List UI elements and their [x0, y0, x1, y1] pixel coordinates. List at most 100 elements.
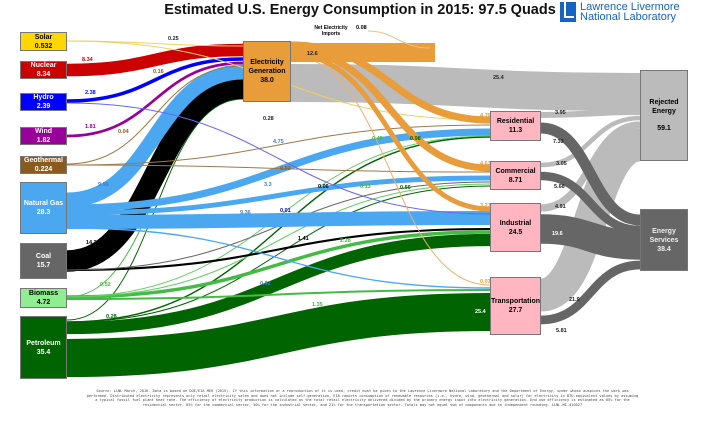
flow-natural-gas-to-commercial [66, 175, 491, 216]
flow-biomass-to-commercial [66, 183, 491, 298]
flow-label: 0.25 [168, 36, 179, 42]
node-name: Wind [34, 128, 53, 135]
flow-label: 0.45 [372, 136, 383, 142]
source-footnote: Source: LLNL March, 2016. Data is based … [86, 389, 639, 407]
node-geothermal: Geothermal 0.224 [20, 156, 67, 174]
node-value: 28.3 [36, 209, 51, 216]
node-natural-gas: Natural Gas 28.3 [20, 182, 67, 234]
node-name: Residential [496, 118, 535, 125]
flow-electricity-delivered [290, 43, 435, 62]
flow-industrial-to-services [540, 214, 641, 260]
node-value: 59.1 [657, 125, 671, 132]
flow-natural-gas-to-industrial [66, 210, 491, 230]
node-name: Hydro [33, 94, 54, 101]
flow-label: 2.38 [85, 90, 96, 96]
flow-label: 0.28 [106, 314, 117, 320]
flow-label: 1.81 [85, 124, 96, 130]
node-electricity-generation: Electricity Generation 38.0 [243, 41, 291, 102]
node-value: 27.7 [508, 307, 523, 314]
net-imports-label: Net Electricity Imports [314, 25, 348, 37]
net-imports-value: 0.08 [356, 25, 367, 31]
flow-label: 8.34 [82, 57, 94, 63]
flow-commercial-to-services [540, 171, 641, 235]
flow-residential-to-services [540, 122, 641, 226]
node-value: 0.224 [34, 166, 53, 173]
flow-wind-to-electricity [66, 61, 244, 138]
flow-label: 0.04 [118, 129, 130, 135]
node-value: 0.532 [34, 42, 53, 50]
node-petroleum: Petroleum 35.4 [20, 316, 67, 379]
flow-label: 8.2 [373, 245, 381, 251]
flow-label: 0.28 [263, 116, 274, 122]
node-name: Energy Services [649, 227, 679, 244]
flow-biomass-to-transportation [66, 288, 491, 301]
flow-label: 7.33 [553, 139, 564, 145]
logo-line2: National Laboratory [580, 11, 677, 23]
node-name: Geothermal [24, 157, 63, 164]
flow-label: 3.3 [264, 182, 272, 188]
flow-biomass-to-industrial [66, 230, 491, 299]
flow-coal-to-industrial [66, 227, 491, 272]
flow-label: 0.56 [400, 185, 411, 191]
flow-label: 3.05 [556, 161, 567, 167]
node-value: 15.7 [36, 262, 51, 269]
node-name: Petroleum [26, 339, 61, 347]
flow-commercial-to-rejected [540, 115, 641, 168]
node-value: 38.0 [260, 77, 274, 84]
flow-coal-to-electricity [66, 77, 244, 272]
node-name: Industrial [499, 219, 532, 227]
flow-petroleum-to-industrial [66, 233, 491, 335]
node-hydro: Hydro 2.39 [20, 93, 67, 111]
node-value: 38.4 [657, 245, 671, 253]
llnl-logo: Lawrence Livermore National Laboratory [560, 1, 680, 23]
flow-label: 0.06 [318, 184, 329, 190]
flow-label: 4.75 [273, 139, 284, 145]
node-solar: Solar 0.532 [20, 32, 67, 51]
flow-label: 4.79 [480, 113, 491, 119]
flow-residential-to-rejected [540, 109, 641, 118]
flow-nuclear-to-electricity [66, 43, 244, 77]
node-name: Rejected Energy [649, 99, 679, 115]
flow-label: 5.81 [556, 328, 567, 334]
node-value: 35.4 [36, 348, 51, 356]
node-value: 4.72 [36, 299, 51, 306]
flow-label: 19.6 [552, 231, 563, 237]
flow-label: 0.92 [260, 281, 271, 287]
flow-label: 2.28 [340, 238, 351, 244]
flow-hydro-to-electricity [66, 57, 244, 103]
node-name: Electricity Generation [248, 59, 286, 75]
node-residential: Residential 11.3 [490, 111, 541, 141]
node-value: 1.82 [36, 137, 51, 144]
node-energy-services: Energy Services 38.4 [640, 209, 688, 271]
flow-petroleum-to-transportation [66, 292, 491, 378]
flow-electricity-to-rejected [289, 63, 641, 112]
node-value: 8.71 [508, 176, 523, 184]
flow-geothermal-to-residential [66, 124, 491, 166]
node-rejected-energy: Rejected Energy 59.1 [640, 70, 688, 161]
logo-line1: Lawrence Livermore [580, 1, 680, 13]
flow-label: 3.95 [555, 110, 566, 116]
flow-petroleum-to-residential [66, 136, 491, 323]
llnl-logo-mark-icon [560, 2, 576, 22]
node-name: Solar [34, 33, 53, 41]
flow-label: 25.4 [475, 309, 487, 315]
flow-label: 0.02 [280, 166, 291, 172]
flow-label: 0.16 [153, 69, 164, 75]
node-wind: Wind 1.82 [20, 127, 67, 145]
flow-label: 25.4 [493, 75, 505, 81]
node-name: Transportation [491, 298, 541, 305]
node-commercial: Commercial 8.71 [490, 161, 541, 190]
node-name: Nuclear [30, 62, 57, 69]
node-name: Commercial [495, 167, 536, 175]
flow-label: 1.41 [298, 236, 309, 242]
flow-label: 0.01 [280, 208, 291, 214]
node-coal: Coal 15.7 [20, 243, 67, 279]
node-nuclear: Nuclear 8.34 [20, 61, 67, 79]
node-value: 8.34 [36, 71, 51, 78]
flow-geothermal-to-electricity [66, 65, 244, 165]
node-value: 11.3 [508, 127, 523, 134]
flow-geothermal-to-commercial [66, 164, 491, 173]
flow-transportation-to-rejected [537, 128, 644, 312]
flow-label: 1.35 [312, 302, 323, 308]
flow-label: 4.63 [480, 161, 491, 167]
